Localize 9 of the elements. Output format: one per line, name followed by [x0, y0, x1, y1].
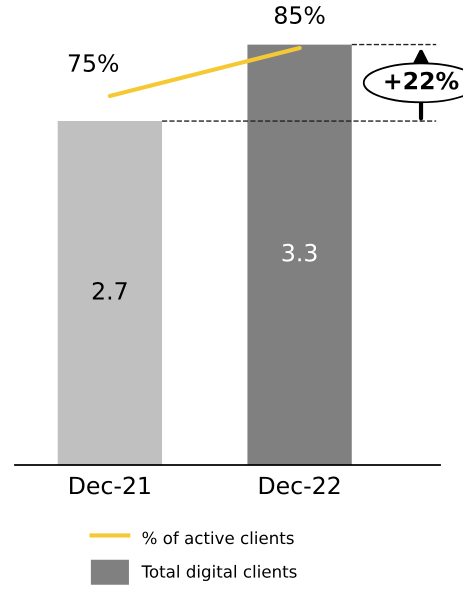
legend-label: Total digital clients	[142, 564, 297, 582]
legend-label: % of active clients	[142, 531, 294, 544]
data-label: 85%	[274, 6, 325, 24]
annotation: +22%	[385, 72, 458, 90]
data-label: 3.3	[282, 244, 316, 262]
data-label: 2.7	[92, 282, 127, 300]
x-tick-label: Dec-22	[260, 476, 340, 494]
data-label: 75%	[68, 54, 118, 72]
x-tick-label: Dec-21	[70, 476, 150, 494]
